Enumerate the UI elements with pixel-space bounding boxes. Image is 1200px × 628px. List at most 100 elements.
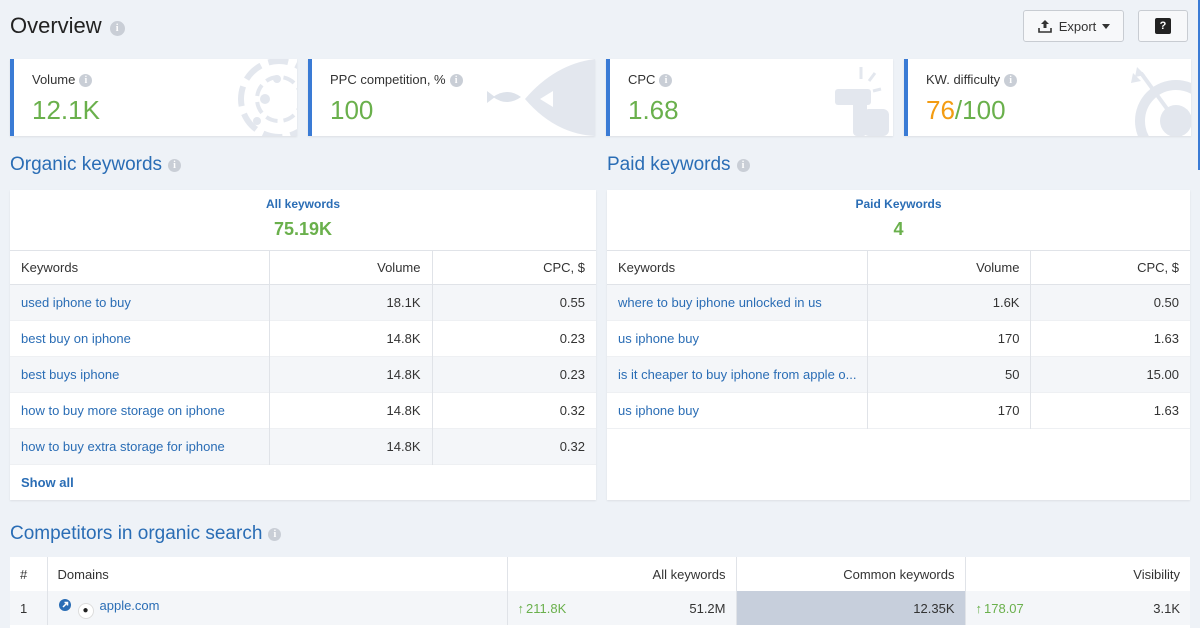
target-arrow-illustration-icon: [1131, 67, 1191, 136]
fish-illustration-icon: [487, 59, 595, 136]
info-icon[interactable]: i: [168, 159, 182, 172]
keyword-link[interactable]: where to buy iphone unlocked in us: [618, 294, 822, 310]
trend-value: 178.07: [984, 600, 1024, 616]
cpc-cell: 0.23: [432, 356, 596, 392]
keyword-link[interactable]: best buys iphone: [21, 366, 120, 382]
summary-value: 4: [893, 219, 904, 239]
keyword-cell: how to buy extra storage for iphone: [10, 428, 270, 464]
paid-keywords-panel: Paid Keywords 4 Keywords Volume CPC, $ w…: [607, 190, 1190, 500]
show-all-link[interactable]: Show all: [21, 475, 74, 490]
keyword-link[interactable]: how to buy extra storage for iphone: [21, 438, 225, 454]
cpc-cell: 1.63: [1153, 330, 1179, 346]
external-link-icon[interactable]: [58, 598, 72, 612]
keyword-link[interactable]: used iphone to buy: [21, 294, 131, 310]
column-header-cpc[interactable]: CPC, $: [1030, 251, 1190, 285]
table-row: how to buy more storage on iphone 14.8K …: [10, 392, 596, 428]
kpi-total: /100: [954, 95, 1006, 125]
export-button[interactable]: Export: [1023, 10, 1124, 42]
paid-summary: Paid Keywords 4: [607, 190, 1190, 251]
rank-cell: 1: [10, 591, 48, 625]
cpc-cell: 15.00: [1030, 356, 1190, 392]
table-row: us iphone buy 170 1.63: [607, 392, 1190, 428]
column-header-all-keywords[interactable]: All keywords: [507, 557, 737, 591]
page-title: Overview i: [10, 13, 125, 39]
organic-keywords-heading: Organic keywords i: [10, 154, 182, 176]
cpc-cell: 0.32: [432, 428, 596, 464]
organic-keywords-panel: All keywords 75.19K Keywords Volume CPC,…: [10, 190, 596, 500]
upload-icon: [1037, 20, 1052, 33]
kpi-label-text: PPC competition, %: [330, 72, 446, 87]
competitors-heading: Competitors in organic search i: [10, 523, 282, 545]
info-icon[interactable]: i: [449, 74, 463, 88]
column-header-volume[interactable]: Volume: [269, 251, 433, 285]
column-header-keywords[interactable]: Keywords: [607, 251, 869, 285]
kpi-card-cpc: CPC i 1.68: [606, 59, 893, 136]
cpc-cell: 0.32: [559, 402, 585, 418]
volume-cell: 18.1K: [269, 284, 433, 320]
kpi-card-kw-difficulty: KW. difficulty i 76/100: [904, 59, 1191, 136]
column-header-keywords[interactable]: Keywords: [10, 251, 270, 285]
table-row: 1 ● apple.com ↑ 211.8K 51.2M 12.35K: [10, 591, 1190, 625]
keyword-cell: us iphone buy: [607, 320, 869, 356]
keyword-link[interactable]: us iphone buy: [618, 330, 699, 346]
info-icon[interactable]: i: [79, 74, 93, 88]
paid-keywords-heading: Paid keywords i: [607, 154, 750, 176]
kpi-card-ppc-competition: PPC competition, % i 100: [308, 59, 595, 136]
kpi-card-volume: Volume i 12.1K: [10, 59, 297, 136]
page-header: Overview i Export ?: [10, 10, 1188, 44]
kpi-value: 12.1K: [32, 95, 100, 125]
keyword-link[interactable]: us iphone buy: [618, 402, 699, 418]
help-button[interactable]: ?: [1138, 10, 1188, 42]
paid-keywords-table: Keywords Volume CPC, $ where to buy ipho…: [607, 251, 1190, 429]
keyword-cell: best buys iphone: [10, 356, 270, 392]
section-title-text: Paid keywords: [607, 154, 731, 175]
trend-value: 211.8K: [526, 600, 567, 616]
page-title-text: Overview: [10, 13, 102, 38]
domain-link[interactable]: apple.com: [99, 597, 160, 613]
window-edge: [1198, 0, 1200, 170]
keyword-cell: is it cheaper to buy iphone from apple o…: [607, 356, 869, 392]
visibility-value: 3.1K: [1153, 600, 1180, 616]
apple-logo-icon: ●: [77, 602, 94, 619]
kpi-label-text: KW. difficulty: [926, 72, 1001, 87]
column-header-visibility[interactable]: Visibility: [1133, 566, 1180, 582]
column-header-common-keywords[interactable]: Common keywords: [736, 557, 966, 591]
cpc-cell: 0.50: [1030, 284, 1190, 320]
kpi-value: 76/100: [926, 95, 1006, 126]
kpi-label-text: Volume: [32, 72, 76, 87]
keyword-link[interactable]: best buy on iphone: [21, 330, 131, 346]
kpi-score: 76: [926, 95, 955, 125]
table-row: best buys iphone 14.8K 0.23: [10, 356, 596, 392]
info-icon[interactable]: i: [268, 528, 282, 541]
export-label: Export: [1058, 18, 1097, 34]
column-header-cpc[interactable]: CPC, $: [432, 251, 596, 285]
competitors-table: # Domains All keywords Common keywords V…: [10, 557, 1190, 625]
all-keywords-value: 51.2M: [689, 600, 726, 616]
keyword-cell: best buy on iphone: [10, 320, 270, 356]
summary-label[interactable]: All keywords: [265, 197, 341, 211]
click-hand-illustration-icon: [835, 67, 889, 136]
keyword-link[interactable]: how to buy more storage on iphone: [21, 402, 225, 418]
table-row: where to buy iphone unlocked in us 1.6K …: [607, 284, 1190, 320]
info-icon[interactable]: i: [659, 74, 673, 88]
table-row: how to buy extra storage for iphone 14.8…: [10, 428, 596, 464]
keyword-link[interactable]: is it cheaper to buy iphone from apple o…: [618, 366, 857, 382]
help-icon: ?: [1155, 18, 1171, 34]
kpi-label: KW. difficulty i: [926, 72, 1018, 88]
info-icon[interactable]: i: [736, 159, 750, 172]
visibility-cell: ↑ 178.07 3.1K: [965, 591, 1190, 625]
summary-value: 75.19K: [273, 219, 333, 239]
volume-cell: 170: [867, 392, 1032, 428]
section-title-text: Organic keywords: [10, 154, 163, 175]
keyword-cell: us iphone buy: [607, 392, 869, 428]
info-icon[interactable]: i: [1004, 74, 1018, 88]
column-header-volume[interactable]: Volume: [867, 251, 1032, 285]
info-icon[interactable]: i: [109, 21, 125, 36]
arrow-up-icon: ↑: [975, 600, 983, 616]
keyword-cell: how to buy more storage on iphone: [10, 392, 270, 428]
column-header-domains[interactable]: Domains: [47, 557, 508, 591]
summary-label[interactable]: Paid Keywords: [855, 197, 942, 211]
keyword-cell: where to buy iphone unlocked in us: [607, 284, 869, 320]
all-keywords-cell: ↑ 211.8K 51.2M: [507, 591, 737, 625]
common-keywords-cell: 12.35K: [736, 591, 966, 625]
